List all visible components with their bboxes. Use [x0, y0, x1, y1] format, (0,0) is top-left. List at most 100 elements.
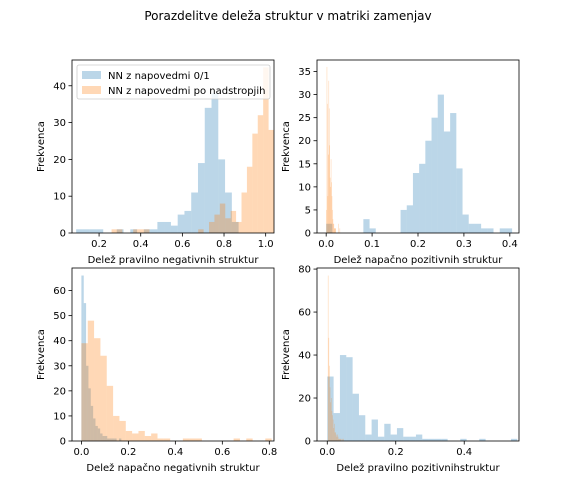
histogram-bar-series-2	[144, 229, 150, 233]
histogram-bar-series-2	[339, 438, 341, 441]
histogram-bar-series-2	[336, 436, 338, 441]
legend: NN z napovedmi 0/1 NN z napovedmi po nads…	[76, 64, 271, 100]
x-tick-label: 0.6	[214, 447, 230, 458]
subplot-2: 0.0 0.1 0.2 0.3 0.4 0 5 10 15 20 25 30 35 Delež napač…	[281, 59, 520, 266]
histogram-bar-series-1	[460, 438, 467, 441]
x-axis-label: Delež pravilno negativnih struktur	[88, 254, 260, 266]
histogram-bar-series-2	[329, 177, 331, 233]
legend-box	[76, 64, 271, 100]
histogram-bar-series-1	[130, 229, 138, 233]
histogram-bar-series-2	[328, 337, 330, 441]
histogram-bar-series-2	[125, 430, 133, 441]
histogram-bar-series-2	[163, 438, 171, 441]
x-tick-label: 0.8	[261, 447, 277, 458]
histogram-bar-series-2	[138, 229, 145, 233]
y-tick-label: 60	[298, 308, 311, 319]
histogram-bar-series-1	[90, 405, 94, 441]
histogram-bar-series-2	[338, 438, 339, 441]
histogram-bar-series-1	[409, 436, 416, 441]
y-tick-label: 40	[53, 81, 66, 92]
histogram-bar-series-2	[328, 80, 330, 233]
y-tick-label: 30	[298, 90, 311, 101]
histogram-bar-series-1	[443, 131, 451, 233]
histogram-bar-series-1	[204, 107, 212, 233]
histogram-bar-series-2	[241, 192, 247, 233]
bars-group	[327, 275, 518, 441]
histogram-bar-series-2	[252, 133, 258, 233]
histogram-bar-series-1	[369, 228, 376, 233]
histogram-bar-series-1	[437, 94, 444, 233]
histogram-bar-series-2	[331, 410, 333, 441]
histogram-bar-series-2	[265, 438, 272, 441]
histogram-bar-series-2	[246, 166, 253, 233]
histogram-bar-series-1	[346, 357, 353, 441]
histogram-bar-series-1	[352, 393, 359, 441]
histogram-bar-series-1	[479, 438, 486, 441]
histogram-bar-series-1	[428, 438, 435, 441]
histogram-bar-series-1	[157, 221, 165, 233]
histogram-bar-series-1	[406, 205, 413, 233]
histogram-bar-series-2	[334, 228, 336, 233]
histogram-bar-series-2	[328, 108, 330, 233]
histogram-bar-series-1	[422, 438, 429, 441]
x-tick-label: 0.3	[456, 239, 472, 250]
histogram-bar-series-1	[481, 228, 488, 233]
y-tick-label: 20	[298, 394, 311, 405]
histogram-bar-series-1	[150, 229, 158, 233]
x-tick-label: 0.6	[174, 239, 190, 250]
bars-group	[326, 66, 513, 233]
histogram-bar-series-1	[371, 419, 378, 441]
histogram-bar-series-1	[487, 228, 494, 233]
histogram-bar-series-2	[332, 219, 334, 233]
histogram-bar-series-2	[236, 221, 242, 233]
x-axis-label: Delež pravilno pozitivnihstruktur	[336, 462, 500, 474]
histogram-bar-series-1	[412, 173, 420, 233]
histogram-bar-series-1	[441, 438, 448, 441]
x-tick-label: 1.0	[258, 239, 274, 250]
histogram-bar-series-1	[468, 223, 475, 233]
histogram-bar-series-2	[116, 229, 123, 233]
histogram-bar-series-1	[95, 425, 98, 441]
y-axis-label: Frekvenca	[36, 121, 47, 172]
histogram-bar-series-2	[100, 355, 107, 441]
histogram-bar-series-1	[104, 435, 108, 441]
histogram-bar-series-1	[384, 423, 391, 441]
histogram-bar-series-1	[88, 388, 91, 441]
histogram-bar-series-2	[195, 438, 202, 441]
histogram-bar-series-2	[327, 103, 328, 233]
histogram-bar-series-2	[246, 438, 253, 441]
histogram-bar-series-2	[334, 423, 335, 441]
histogram-bar-series-2	[330, 398, 332, 441]
y-tick-label: 20	[53, 386, 66, 397]
histogram-bar-series-1	[434, 438, 442, 441]
legend-swatch-1	[82, 71, 101, 79]
histogram-bar-series-1	[431, 117, 438, 233]
y-tick-label: 40	[298, 351, 311, 362]
histogram-bar-series-1	[197, 163, 205, 233]
histogram-bar-series-1	[76, 229, 83, 233]
histogram-bar-series-2	[335, 432, 336, 441]
histogram-bar-series-1	[109, 438, 112, 441]
histogram-bar-series-2	[209, 221, 215, 233]
histogram-bar-series-2	[263, 67, 269, 233]
histogram-bar-series-1	[327, 376, 334, 441]
y-tick-label: 0	[305, 437, 311, 448]
histogram-bar-series-2	[342, 438, 343, 441]
histogram-bar-series-2	[328, 154, 329, 233]
histogram-bar-series-2	[329, 365, 330, 441]
histogram-bar-series-1	[86, 365, 89, 441]
histogram-bar-series-1	[419, 163, 426, 233]
histogram-bar-series-2	[340, 438, 341, 441]
histogram-bar-series-2	[111, 229, 117, 233]
histogram-bar-series-1	[333, 413, 340, 441]
y-tick-label: 10	[53, 192, 66, 203]
histogram-bar-series-1	[218, 159, 226, 233]
histogram-bar-series-1	[100, 433, 103, 441]
y-tick-label: 30	[53, 361, 66, 372]
histogram-bar-series-1	[510, 438, 518, 441]
histogram-bar-series-2	[182, 438, 190, 441]
histogram-bar-series-2	[219, 203, 226, 233]
y-tick-label: 25	[298, 113, 311, 124]
histogram-bar-series-2	[233, 438, 240, 441]
histogram-bar-series-1	[102, 435, 105, 441]
